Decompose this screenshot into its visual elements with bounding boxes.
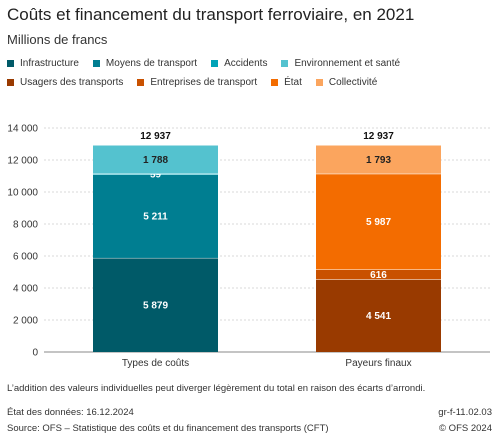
bar-segment (93, 174, 218, 258)
x-tick-label: Payeurs finaux (345, 358, 411, 369)
data-label: 5 879 (143, 300, 168, 311)
legend-item[interactable]: Entreprises de transport (137, 77, 257, 88)
legend-swatch (7, 60, 14, 67)
total-label: 12 937 (363, 131, 394, 142)
y-tick-label: 10 000 (7, 188, 38, 199)
copyright: © OFS 2024 (439, 423, 492, 434)
bar-segment (316, 145, 441, 174)
data-label: 1 793 (366, 155, 391, 166)
legend-swatch (315, 79, 323, 86)
y-tick-label: 2 000 (13, 316, 38, 327)
rounding-note: L’addition des valeurs individuelles peu… (7, 383, 426, 394)
y-tick-label: 8 000 (13, 220, 38, 231)
legend-item[interactable]: Moyens de transport (92, 58, 198, 69)
x-tick-label: Types de coûts (122, 358, 189, 369)
legend-item[interactable]: Environnement et santé (281, 58, 400, 69)
bar-segment (316, 269, 441, 280)
bar-segment (93, 257, 218, 352)
legend-label: Collectivité (328, 77, 378, 88)
y-tick-label: 14 000 (7, 124, 38, 135)
legend-swatch (7, 79, 14, 86)
legend-item[interactable]: Collectivité (315, 77, 378, 88)
legend-item[interactable]: Usagers des transports (7, 77, 123, 88)
y-tick-label: 0 (32, 348, 38, 359)
legend-item[interactable]: Accidents (211, 58, 267, 69)
data-label: 59 (150, 170, 162, 181)
legend-swatch (281, 60, 289, 67)
legend-swatch (92, 60, 100, 67)
data-label: 4 541 (366, 311, 391, 322)
legend-label: État (284, 77, 302, 88)
legend-item[interactable]: État (271, 77, 302, 88)
data-date: État des données: 16.12.2024 (7, 407, 134, 418)
legend-label: Environnement et santé (294, 58, 401, 69)
chart-subtitle: Millions de francs (7, 32, 108, 47)
data-label: 5 987 (366, 217, 391, 228)
total-label: 12 937 (140, 131, 171, 142)
bar-segment (316, 279, 441, 352)
data-label: 5 211 (143, 212, 168, 223)
data-label: 616 (370, 270, 387, 281)
stacked-bar-chart: 0 2 000 4 000 6 000 8 000 10 000 12 000 14 000 5… (7, 124, 490, 369)
legend-row: Infrastructure Moyens de transport Acciden… (7, 58, 497, 69)
legend-swatch (271, 79, 279, 86)
legend-label: Accidents (224, 58, 268, 69)
source-text: Source: OFS – Statistique des coûts et d… (7, 423, 329, 434)
legend: Infrastructure Moyens de transport Acciden… (7, 58, 497, 96)
chart-title: Coûts et financement du transport ferrov… (7, 5, 415, 24)
data-label: 1 788 (143, 155, 168, 166)
bar-segment (93, 145, 218, 174)
legend-label: Usagers des transports (20, 77, 124, 88)
legend-swatch (211, 60, 219, 67)
chart-code: gr-f-11.02.03 (438, 407, 492, 418)
legend-item[interactable]: Infrastructure (7, 58, 79, 69)
y-tick-label: 12 000 (7, 156, 38, 167)
legend-label: Entreprises de transport (150, 77, 258, 88)
y-tick-label: 6 000 (13, 252, 38, 263)
legend-label: Infrastructure (20, 58, 79, 69)
bar-segment (316, 173, 441, 270)
legend-label: Moyens de transport (105, 58, 198, 69)
y-tick-label: 4 000 (13, 284, 38, 295)
legend-row: Usagers des transports Entreprises de tra… (7, 77, 497, 88)
legend-swatch (137, 79, 145, 86)
